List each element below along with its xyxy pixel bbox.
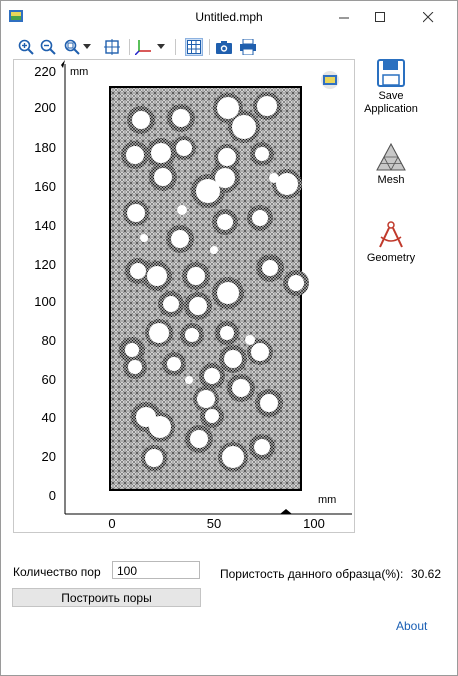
axis-orientation-icon (135, 40, 151, 55)
save-icon (377, 59, 405, 87)
screenshot-button[interactable] (215, 38, 233, 56)
save-application-label: Save Application (364, 90, 418, 115)
y-tick: 80 (41, 333, 56, 348)
x-tick: 0 (108, 516, 116, 531)
zoom-in-icon (18, 39, 34, 55)
zoom-out-icon (40, 39, 56, 55)
screenshot-icon (216, 41, 232, 54)
close-button[interactable] (405, 1, 451, 33)
save-application-button[interactable]: Save Application (359, 59, 423, 116)
mesh-button[interactable]: Mesh (359, 142, 423, 187)
y-tick: 0 (48, 488, 56, 503)
zoom-in-button[interactable] (17, 38, 35, 56)
zoom-extents-button[interactable] (103, 38, 121, 56)
y-axis-unit: mm (70, 66, 89, 78)
axis-dropdown[interactable] (155, 38, 167, 56)
y-tick: 100 (34, 294, 56, 309)
grid-toggle-button[interactable] (185, 38, 203, 56)
x-axis-unit: mm (318, 494, 337, 506)
minimize-icon (338, 17, 349, 18)
geometry-button[interactable]: Geometry (359, 219, 423, 265)
chevron-down-icon (83, 44, 91, 49)
app-icon (9, 10, 23, 22)
zoom-box-icon (64, 39, 80, 55)
minimize-button[interactable] (321, 1, 367, 33)
title-bar: Untitled.mph (1, 1, 457, 33)
graphics-toolbar (13, 35, 353, 59)
y-tick: 200 (34, 100, 56, 115)
y-tick: 140 (34, 218, 56, 233)
porosity-label: Пористость данного образца(%): (220, 567, 404, 581)
mesh-icon (376, 142, 406, 171)
window-title: Untitled.mph (195, 10, 263, 24)
x-tick: 100 (303, 516, 325, 531)
maximize-icon (374, 11, 385, 22)
maximize-button[interactable] (357, 1, 403, 33)
pore-count-input[interactable]: 100 (112, 561, 200, 579)
geometry-icon (379, 221, 403, 248)
zoom-extents-icon (104, 39, 120, 55)
y-tick: 160 (34, 179, 56, 194)
build-pores-button[interactable]: Построить поры (12, 588, 201, 607)
toolbar-separator (175, 39, 176, 55)
geometry-label: Geometry (366, 252, 416, 264)
zoom-out-button[interactable] (39, 38, 57, 56)
porosity-value: 30.62 (411, 567, 442, 581)
print-icon (240, 39, 256, 55)
graphics-logo-icon (321, 71, 339, 89)
y-tick: 120 (34, 257, 56, 272)
axis-orientation-button[interactable] (135, 38, 153, 56)
toolbar-separator (209, 39, 210, 55)
x-tick: 50 (206, 516, 222, 531)
mesh-label: Mesh (377, 174, 405, 186)
print-button[interactable] (239, 38, 257, 56)
y-tick: 60 (41, 372, 56, 387)
toolbar-separator (129, 39, 130, 55)
chevron-down-icon (157, 44, 165, 49)
zoom-dropdown[interactable] (81, 38, 93, 56)
y-tick: 40 (41, 410, 56, 425)
y-tick: 20 (41, 449, 56, 464)
grid-icon (187, 40, 201, 54)
pore-count-label: Количество пор (13, 565, 101, 579)
about-link[interactable]: About (396, 619, 428, 633)
y-tick: 220 (34, 64, 56, 79)
y-tick: 180 (34, 140, 56, 155)
mesh-plot (61, 60, 352, 515)
zoom-box-button[interactable] (63, 38, 81, 56)
graphics-window[interactable]: mm mm 220 200 180 160 140 120 100 80 60 … (13, 59, 355, 533)
close-icon (422, 11, 433, 22)
